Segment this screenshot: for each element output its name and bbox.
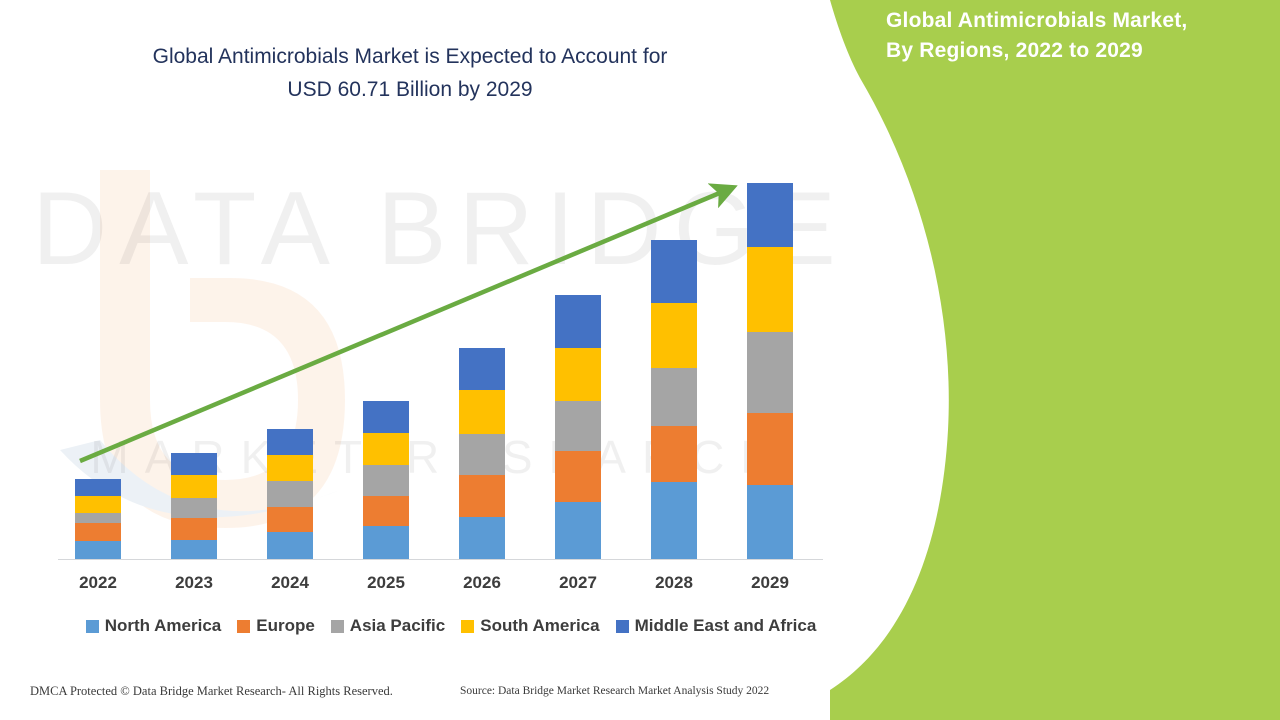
footer-source: Source: Data Bridge Market Research Mark… — [460, 685, 770, 697]
bar-2023 — [171, 452, 217, 559]
bar-segment — [747, 183, 793, 248]
legend-item[interactable]: Middle East and Africa — [615, 616, 817, 636]
bar-2029 — [747, 183, 793, 559]
bar-segment — [555, 348, 601, 401]
bar-2025 — [363, 400, 409, 559]
legend-swatch-icon — [461, 619, 475, 633]
legend-item[interactable]: North America — [85, 616, 222, 636]
bar-segment — [267, 480, 313, 507]
legend-label: Asia Pacific — [349, 616, 446, 635]
x-axis-label-2029: 2029 — [751, 573, 789, 592]
page-title-line-2: USD 60.71 Billion by 2029 — [287, 78, 533, 101]
legend-item[interactable]: Europe — [237, 616, 315, 636]
bar-2022 — [75, 478, 121, 559]
bar-segment — [651, 425, 697, 482]
page-title-line-1: Global Antimicrobials Market is Expected… — [152, 45, 668, 68]
footer-copyright: DMCA Protected © Data Bridge Market Rese… — [30, 684, 393, 698]
bar-segment — [651, 303, 697, 368]
bar-segment — [75, 478, 121, 496]
bar-segment — [459, 474, 505, 517]
bar-segment — [747, 247, 793, 333]
x-axis-line — [58, 559, 823, 560]
bar-segment — [747, 412, 793, 485]
bar-segment — [459, 348, 505, 390]
bar-segment — [75, 540, 121, 559]
bar-segment — [363, 464, 409, 496]
bar-segment — [75, 495, 121, 513]
bar-segment — [363, 432, 409, 465]
legend-label: Europe — [256, 616, 315, 635]
bar-segment — [363, 495, 409, 526]
bar-segment — [555, 295, 601, 349]
bar-2027 — [555, 295, 601, 559]
x-axis-labels: 2022 2023 2024 2025 2026 2027 2028 2029 — [0, 573, 880, 599]
bar-segment — [555, 450, 601, 502]
panel-heading-line-2: By Regions, 2022 to 2029 — [886, 39, 1143, 62]
x-axis-label-2027: 2027 — [559, 573, 597, 592]
x-axis-label-2022: 2022 — [79, 573, 117, 592]
x-axis-label-2028: 2028 — [655, 573, 693, 592]
page-title: Global Antimicrobials Market is Expected… — [60, 40, 760, 106]
bar-segment — [459, 389, 505, 434]
bar-2024 — [267, 428, 313, 559]
bar-segment — [651, 481, 697, 559]
chart-legend: North America Europe Asia Pacific South Ame… — [56, 616, 846, 636]
panel-heading-line-1: Global Antimicrobials Market, — [886, 9, 1188, 32]
bar-segment — [267, 531, 313, 559]
panel-heading: Global Antimicrobials Market, By Regions… — [886, 6, 1256, 66]
legend-label: South America — [480, 616, 600, 635]
bar-segment — [171, 452, 217, 475]
bar-segment — [267, 506, 313, 532]
bar-segment — [555, 400, 601, 451]
bar-segment — [459, 433, 505, 475]
legend-swatch-icon — [237, 619, 251, 633]
bar-segment — [267, 454, 313, 481]
x-axis-label-2024: 2024 — [271, 573, 309, 592]
x-axis-label-2026: 2026 — [463, 573, 501, 592]
bar-segment — [651, 367, 697, 426]
bar-segment — [75, 512, 121, 523]
bar-segment — [363, 400, 409, 433]
x-axis-label-2023: 2023 — [175, 573, 213, 592]
brand-panel: Global Antimicrobials Market, By Regions… — [830, 0, 1280, 720]
legend-item[interactable]: South America — [461, 616, 600, 636]
bar-segment — [747, 332, 793, 413]
bar-segment — [171, 517, 217, 540]
panel-background-shape — [830, 0, 1280, 720]
bar-segment — [75, 522, 121, 541]
bar-segment — [459, 516, 505, 559]
legend-swatch-icon — [615, 619, 629, 633]
bar-2026 — [459, 348, 505, 559]
legend-item[interactable]: Asia Pacific — [330, 616, 446, 636]
x-axis-label-2025: 2025 — [367, 573, 405, 592]
stacked-bar-chart: 2022 2023 2024 2025 2026 2027 2028 2029 — [0, 183, 880, 599]
bars-layer — [75, 183, 793, 559]
bar-segment — [555, 501, 601, 559]
bar-segment — [267, 428, 313, 455]
legend-swatch-icon — [85, 619, 99, 633]
legend-label: North America — [104, 616, 222, 635]
legend-label: Middle East and Africa — [634, 616, 817, 635]
bar-2028 — [651, 240, 697, 559]
bar-segment — [363, 525, 409, 559]
bar-segment — [651, 240, 697, 304]
bar-segment — [171, 474, 217, 498]
bar-segment — [171, 539, 217, 559]
bar-segment — [171, 497, 217, 518]
legend-swatch-icon — [330, 619, 344, 633]
bar-segment — [747, 484, 793, 559]
